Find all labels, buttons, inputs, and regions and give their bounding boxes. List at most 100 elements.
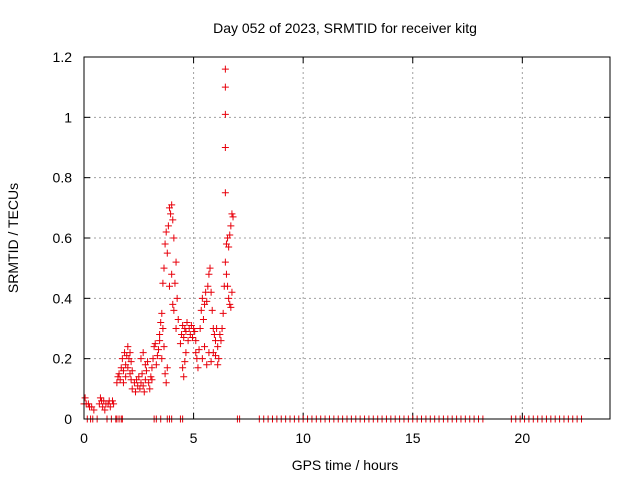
data-point (212, 352, 219, 360)
data-point (216, 331, 224, 339)
y-tick-label: 1 (64, 109, 72, 125)
data-point (222, 270, 230, 278)
data-point (119, 367, 127, 375)
data-point (218, 325, 226, 332)
data-point (172, 325, 180, 332)
data-point (203, 361, 211, 369)
data-point (171, 279, 179, 287)
data-point (146, 385, 154, 393)
data-point (106, 403, 114, 411)
data-point (191, 328, 199, 336)
chart-title: Day 052 of 2023, SRMTID for receiver kit… (213, 20, 477, 36)
data-point (228, 210, 236, 218)
data-point (201, 343, 209, 351)
data-point (135, 373, 143, 381)
data-point (192, 337, 200, 345)
grid-lines (84, 57, 610, 419)
data-point (115, 370, 123, 378)
data-point (179, 364, 187, 372)
data-point (172, 258, 180, 266)
data-point (198, 294, 206, 302)
data-point (196, 325, 204, 332)
data-point (119, 379, 127, 387)
data-point (206, 264, 214, 272)
x-axis-label: GPS time / hours (292, 457, 399, 473)
y-tick-label: 0.4 (53, 290, 73, 306)
data-point (181, 358, 189, 366)
data-point (204, 282, 212, 290)
data-point (141, 361, 149, 369)
data-point (225, 243, 233, 251)
data-point (110, 400, 118, 408)
data-point (136, 385, 144, 393)
data-point (139, 349, 147, 357)
data-point (180, 373, 188, 381)
data-point (174, 315, 182, 323)
data-point (157, 318, 165, 326)
data-point (197, 306, 205, 314)
data-point (170, 306, 178, 314)
data-point (127, 358, 135, 366)
data-point (198, 355, 206, 363)
data-point (126, 349, 134, 357)
data-point (208, 306, 216, 314)
data-point (140, 388, 148, 396)
data-point (167, 210, 175, 218)
data-point (227, 222, 235, 230)
data-point (226, 300, 234, 308)
data-point (205, 270, 213, 278)
data-point (118, 355, 126, 363)
data-point (128, 385, 136, 393)
data-point (124, 364, 132, 372)
data-point (162, 379, 170, 387)
data-point (156, 331, 164, 339)
data-point (84, 400, 92, 408)
data-point (160, 264, 168, 272)
data-point (215, 355, 223, 363)
data-point (139, 382, 147, 390)
data-point (229, 213, 237, 221)
data-point (225, 294, 233, 302)
data-point (188, 334, 196, 342)
data-point (221, 258, 229, 266)
x-tick-label: 0 (80, 430, 88, 446)
data-point (163, 249, 171, 257)
data-point (194, 364, 202, 372)
data-point (221, 65, 229, 73)
data-point (148, 376, 156, 384)
data-point (183, 318, 191, 326)
data-point (138, 370, 146, 378)
data-point (228, 288, 236, 296)
data-point (192, 349, 200, 357)
data-point (164, 222, 172, 230)
x-tick-label: 5 (190, 430, 198, 446)
data-point (217, 337, 225, 345)
data-point (219, 309, 227, 317)
data-point (162, 228, 170, 236)
data-point (152, 361, 160, 369)
data-point (169, 300, 177, 308)
data-point (184, 337, 192, 345)
data-point (147, 373, 155, 381)
tick-labels: 0 0.2 0.4 0.6 0.8 1 1.2 0 5 10 15 20 (53, 49, 531, 446)
data-point (90, 406, 98, 414)
plot-frame (83, 56, 611, 420)
data-point (168, 201, 176, 209)
y-tick-label: 1.2 (53, 49, 73, 65)
data-point (176, 340, 184, 348)
data-point (113, 379, 121, 387)
data-point (149, 355, 157, 363)
x-tick-label: 15 (405, 430, 421, 446)
data-point (122, 373, 130, 381)
data-point (207, 358, 215, 366)
data-point (142, 367, 150, 375)
data-point (158, 355, 166, 363)
data-point (159, 279, 167, 287)
data-point (199, 315, 207, 323)
data-point (156, 337, 164, 345)
y-tick-label: 0.8 (53, 170, 73, 186)
data-point (81, 394, 89, 402)
data-point (190, 325, 198, 332)
data-point (221, 83, 229, 91)
